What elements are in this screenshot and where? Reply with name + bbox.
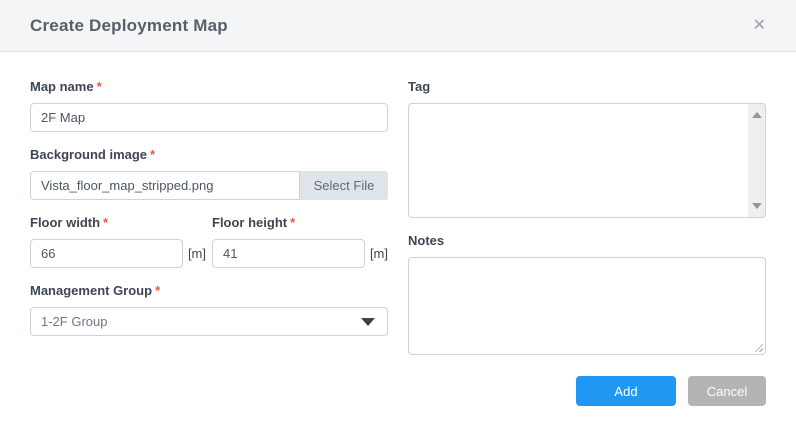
required-asterisk: * xyxy=(96,79,102,94)
notes-textarea[interactable] xyxy=(408,257,766,355)
background-image-field: Background image* Select File xyxy=(30,147,388,200)
map-name-input[interactable] xyxy=(30,103,388,132)
right-column: Tag Notes Add Cancel xyxy=(408,79,766,406)
close-icon: ✕ xyxy=(752,16,766,34)
required-asterisk: * xyxy=(150,147,156,162)
management-group-selected-value: 1-2F Group xyxy=(41,314,108,329)
background-image-input[interactable] xyxy=(30,171,300,200)
floor-size-labels: Floor width * Floor height * xyxy=(30,215,388,230)
required-asterisk: * xyxy=(103,215,109,230)
floor-size-field: Floor width* Floor height* [m] xyxy=(30,215,388,268)
tag-textarea-frame xyxy=(408,103,766,218)
notes-label: Notes xyxy=(408,233,445,248)
left-column: Map name* Background image* Select File xyxy=(30,79,388,406)
cancel-button[interactable]: Cancel xyxy=(688,376,766,406)
tag-field: Tag xyxy=(408,79,766,218)
resize-handle-icon[interactable] xyxy=(752,341,763,352)
management-group-label: Management Group * xyxy=(30,283,161,298)
floor-height-label: Floor height * xyxy=(212,215,296,230)
close-button[interactable]: ✕ xyxy=(749,14,770,38)
floor-width-label: Floor width * xyxy=(30,215,109,230)
scroll-up-icon[interactable] xyxy=(751,112,762,118)
tag-textarea[interactable] xyxy=(409,104,748,217)
map-name-label: Map name * xyxy=(30,79,102,94)
add-button[interactable]: Add xyxy=(576,376,676,406)
management-group-field: Management Group * 1-2F Group xyxy=(30,283,388,336)
dialog-actions: Add Cancel xyxy=(408,376,766,406)
background-image-label: Background image * xyxy=(30,147,156,162)
management-group-select[interactable]: 1-2F Group xyxy=(30,307,388,336)
chevron-down-icon xyxy=(361,317,375,326)
floor-width-unit-label: [m] xyxy=(187,246,206,261)
required-asterisk: * xyxy=(290,215,296,230)
floor-width-input[interactable] xyxy=(30,239,183,268)
select-file-button[interactable]: Select File xyxy=(300,171,388,200)
dialog-body: Map name* Background image* Select File xyxy=(0,52,796,406)
required-asterisk: * xyxy=(155,283,161,298)
map-name-field: Map name * xyxy=(30,79,388,132)
notes-field: Notes xyxy=(408,233,766,355)
background-image-row: Select File xyxy=(30,171,388,200)
dialog-title: Create Deployment Map xyxy=(30,15,228,35)
scroll-down-icon[interactable] xyxy=(751,203,762,209)
floor-size-inputs: [m] [m] xyxy=(30,239,388,268)
floor-height-input[interactable] xyxy=(212,239,365,268)
tag-label: Tag xyxy=(408,79,431,94)
vertical-scrollbar[interactable] xyxy=(748,104,765,217)
floor-height-unit-label: [m] xyxy=(369,246,388,261)
dialog-header: Create Deployment Map ✕ xyxy=(0,0,796,52)
